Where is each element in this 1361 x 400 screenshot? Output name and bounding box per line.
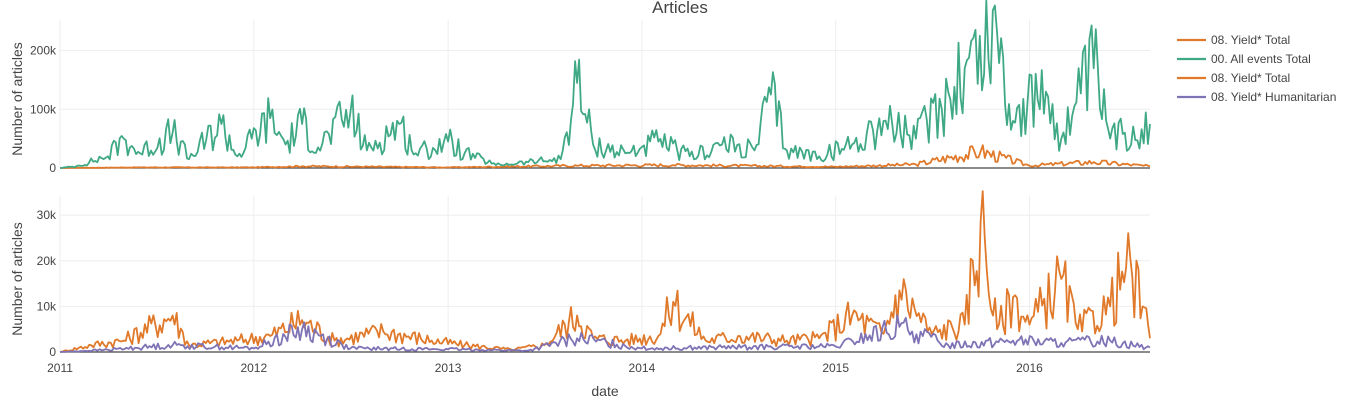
- top-y-tick-label: 100k: [30, 102, 57, 116]
- bottom-y-tick-label: 20k: [37, 254, 57, 268]
- x-tick-label: 2011: [47, 361, 73, 375]
- bottom-series-line-2: [59, 314, 1151, 353]
- legend-item[interactable]: 00. All events Total: [1177, 52, 1311, 66]
- bottom-y-tick-label: 30k: [37, 208, 57, 222]
- legend-label: 00. All events Total: [1211, 52, 1311, 66]
- x-axis-title: date: [591, 383, 618, 399]
- legend-item[interactable]: 08. Yield* Total: [1177, 33, 1290, 47]
- top-y-tick-label: 0: [49, 161, 56, 175]
- top-series-line-1: [60, 144, 1151, 169]
- legend-label: 08. Yield* Total: [1211, 33, 1290, 47]
- top-panel: 0 100k 200k Number of articles: [9, 0, 1151, 175]
- top-y-axis-title: Number of articles: [9, 42, 25, 156]
- legend: 08. Yield* Total 00. All events Total 08. …: [1177, 33, 1336, 104]
- legend-label: 08. Yield* Total: [1211, 71, 1290, 85]
- chart-title: Articles: [652, 0, 708, 17]
- bottom-y-tick-label: 10k: [37, 299, 57, 313]
- x-tick-label: 2014: [629, 361, 656, 375]
- legend-item[interactable]: 08. Yield* Total: [1177, 71, 1290, 85]
- x-tick-label: 2013: [435, 361, 462, 375]
- bottom-y-axis-title: Number of articles: [9, 222, 25, 336]
- bottom-panel: 0 10k 20k 30k Number of articles: [9, 190, 1151, 359]
- bottom-y-tick-label: 0: [49, 345, 56, 359]
- legend-label: 08. Yield* Humanitarian: [1211, 90, 1336, 104]
- x-tick-label: 2016: [1016, 361, 1043, 375]
- top-y-tick-label: 200k: [30, 44, 57, 58]
- x-tick-label: 2012: [240, 361, 267, 375]
- top-series-line-2: [59, 0, 1151, 169]
- x-tick-label: 2015: [822, 361, 849, 375]
- legend-item[interactable]: 08. Yield* Humanitarian: [1177, 90, 1336, 104]
